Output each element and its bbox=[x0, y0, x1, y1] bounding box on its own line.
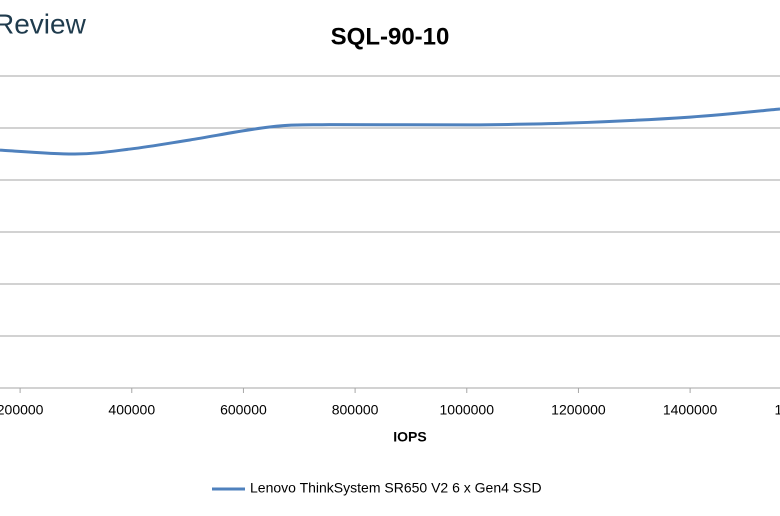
series-line bbox=[0, 107, 780, 156]
logo: Review bbox=[0, 8, 87, 39]
chart-title: SQL-90-10 bbox=[331, 23, 450, 50]
x-tick-label: 1600000 bbox=[775, 402, 780, 418]
legend-label: Lenovo ThinkSystem SR650 V2 6 x Gen4 SSD bbox=[250, 480, 542, 496]
x-tick-label: 800000 bbox=[332, 402, 379, 418]
x-tick-label: 1400000 bbox=[663, 402, 718, 418]
x-axis-label: IOPS bbox=[393, 429, 426, 445]
x-tick-label: 1200000 bbox=[551, 402, 606, 418]
x-tick-label: 200000 bbox=[0, 402, 44, 418]
x-tick-label: 1000000 bbox=[440, 402, 495, 418]
x-tick-label: 400000 bbox=[108, 402, 155, 418]
x-tick-label: 600000 bbox=[220, 402, 267, 418]
